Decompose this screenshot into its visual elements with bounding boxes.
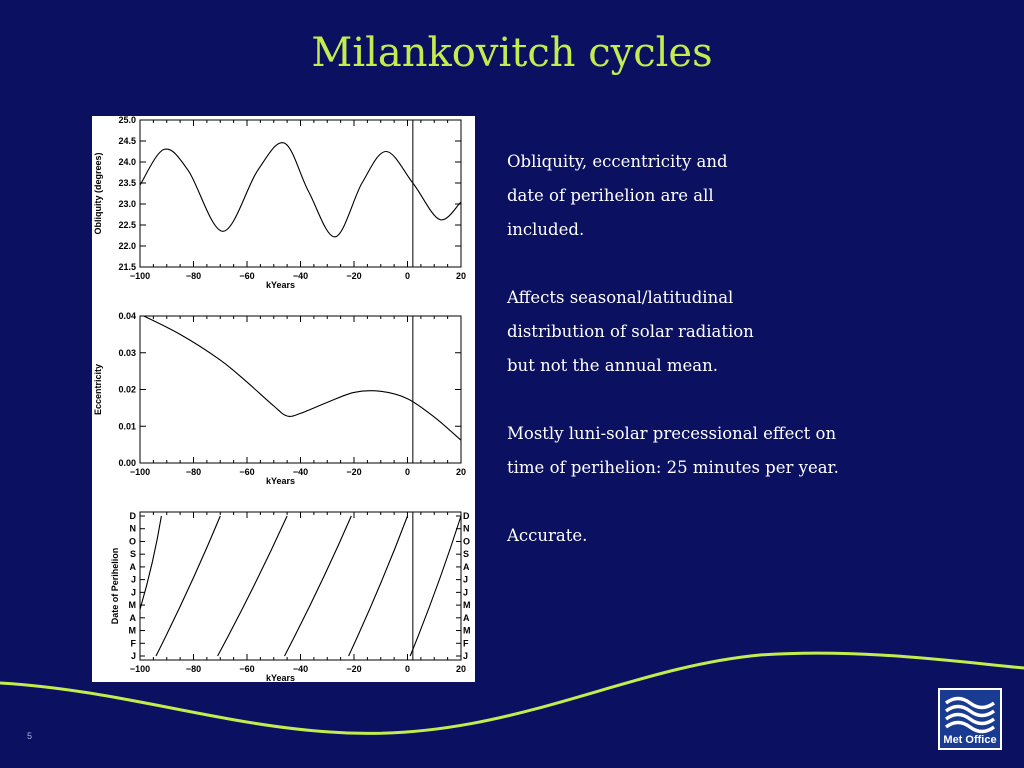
x-axis-label: kYears bbox=[266, 280, 295, 290]
x-tick-label: −80 bbox=[186, 467, 201, 477]
y-tick-label: 0.01 bbox=[118, 421, 136, 431]
body-line: Affects seasonal/latitudinal bbox=[507, 288, 734, 307]
y-tick-label: O bbox=[129, 536, 136, 546]
y-tick-label: 21.5 bbox=[118, 262, 136, 272]
y-tick-label: A bbox=[130, 562, 137, 572]
x-tick-label: −20 bbox=[346, 271, 361, 281]
y-axis-label: Eccentricity bbox=[93, 364, 103, 415]
x-tick-label: 20 bbox=[456, 467, 466, 477]
y-tick-label: 24.5 bbox=[118, 136, 136, 146]
logo-label: Met Office bbox=[943, 734, 997, 746]
y-tick-label-right: J bbox=[463, 651, 468, 661]
milankovitch-figure: −100 −80 −60 −40 −20 0 20 kYears 21.5 22.0 22.5 23.… bbox=[92, 116, 475, 682]
body-line: time of perihelion: 25 minutes per year. bbox=[507, 458, 839, 477]
y-tick-label: 23.5 bbox=[118, 178, 136, 188]
obliquity-series-line bbox=[140, 142, 461, 238]
y-tick-label-right: J bbox=[463, 575, 468, 585]
paragraph-effects: Affects seasonal/latitudinal distributio… bbox=[507, 281, 1007, 383]
x-tick-label: 0 bbox=[405, 467, 410, 477]
perihelion-series-line bbox=[217, 515, 288, 657]
perihelion-series-line bbox=[284, 515, 352, 657]
y-tick-label: J bbox=[131, 587, 136, 597]
chart-panels-svg: −100 −80 −60 −40 −20 0 20 kYears 21.5 22.0 22.5 23.… bbox=[93, 116, 471, 682]
x-tick-label: −60 bbox=[239, 467, 254, 477]
y-tick-label-right: M bbox=[463, 600, 471, 610]
x-tick-label: −100 bbox=[130, 664, 150, 674]
y-tick-label-right: A bbox=[463, 562, 470, 572]
body-line: Accurate. bbox=[507, 526, 588, 545]
swoosh-curve bbox=[0, 651, 1024, 735]
y-tick-label: S bbox=[130, 549, 136, 559]
y-tick-label: 24.0 bbox=[118, 157, 136, 167]
slide-title: Milankovitch cycles bbox=[311, 30, 713, 76]
body-line: date of perihelion are all bbox=[507, 186, 714, 205]
perihelion-series-line bbox=[155, 515, 221, 657]
x-tick-label: 0 bbox=[405, 664, 410, 674]
y-tick-label: 23.0 bbox=[118, 199, 136, 209]
y-axis-label: Obliquity (degrees) bbox=[93, 152, 103, 234]
y-tick-label-right: F bbox=[463, 638, 469, 648]
y-tick-label: N bbox=[130, 524, 137, 534]
y-tick-label: M bbox=[129, 626, 137, 636]
x-tick-label: −40 bbox=[293, 664, 308, 674]
x-tick-label: −80 bbox=[186, 271, 201, 281]
x-tick-label: −60 bbox=[239, 664, 254, 674]
y-tick-label: A bbox=[130, 613, 137, 623]
y-tick-label: 22.0 bbox=[118, 241, 136, 251]
body-line: Obliquity, eccentricity and bbox=[507, 152, 728, 171]
body-line: included. bbox=[507, 220, 585, 239]
met-office-logo: Met Office bbox=[938, 688, 1002, 750]
x-tick-label: −20 bbox=[346, 664, 361, 674]
y-tick-label-right: J bbox=[463, 587, 468, 597]
y-tick-label: F bbox=[131, 638, 137, 648]
body-line: distribution of solar radiation bbox=[507, 322, 754, 341]
y-tick-label-right: N bbox=[463, 524, 470, 534]
perihelion-series-line bbox=[409, 515, 461, 657]
body-line: but not the annual mean. bbox=[507, 356, 718, 375]
perihelion-series-line bbox=[348, 515, 409, 657]
x-tick-label: 20 bbox=[456, 271, 466, 281]
y-tick-label-right: M bbox=[463, 626, 471, 636]
y-tick-label: 0.00 bbox=[118, 458, 136, 468]
x-tick-label: 20 bbox=[456, 664, 466, 674]
x-tick-label: −40 bbox=[293, 271, 308, 281]
y-tick-label: D bbox=[130, 511, 137, 521]
y-tick-label-right: D bbox=[463, 511, 470, 521]
y-tick-label: 0.02 bbox=[118, 385, 136, 395]
x-tick-label: −60 bbox=[239, 271, 254, 281]
x-tick-label: −80 bbox=[186, 664, 201, 674]
x-axis-label: kYears bbox=[266, 673, 295, 682]
x-tick-label: 0 bbox=[405, 271, 410, 281]
x-axis-label: kYears bbox=[266, 476, 295, 486]
paragraph-precession: Mostly luni-solar precessional effect on… bbox=[507, 417, 1007, 485]
x-tick-label: −100 bbox=[130, 467, 150, 477]
y-tick-label: 25.0 bbox=[118, 116, 136, 125]
x-tick-label: −100 bbox=[130, 271, 150, 281]
paragraph-components: Obliquity, eccentricity and date of peri… bbox=[507, 145, 1007, 247]
y-tick-label-right: A bbox=[463, 613, 470, 623]
y-tick-label-right: O bbox=[463, 536, 470, 546]
y-tick-label: J bbox=[131, 651, 136, 661]
eccentricity-series-line bbox=[142, 316, 461, 441]
perihelion-series-line bbox=[140, 515, 162, 610]
y-tick-label: 22.5 bbox=[118, 220, 136, 230]
y-tick-label: 0.04 bbox=[118, 311, 136, 321]
y-tick-label: J bbox=[131, 575, 136, 585]
x-tick-label: −20 bbox=[346, 467, 361, 477]
slide-number: 5 bbox=[27, 731, 33, 741]
y-tick-label: 0.03 bbox=[118, 348, 136, 358]
y-tick-label-right: S bbox=[463, 549, 469, 559]
y-tick-label: M bbox=[129, 600, 137, 610]
body-line: Mostly luni-solar precessional effect on bbox=[507, 424, 837, 443]
wave-icon bbox=[944, 696, 996, 734]
y-axis-label: Date of Perihelion bbox=[110, 548, 120, 625]
body-text: Obliquity, eccentricity and date of peri… bbox=[507, 145, 1007, 587]
paragraph-accuracy: Accurate. bbox=[507, 519, 1007, 553]
x-tick-label: −40 bbox=[293, 467, 308, 477]
